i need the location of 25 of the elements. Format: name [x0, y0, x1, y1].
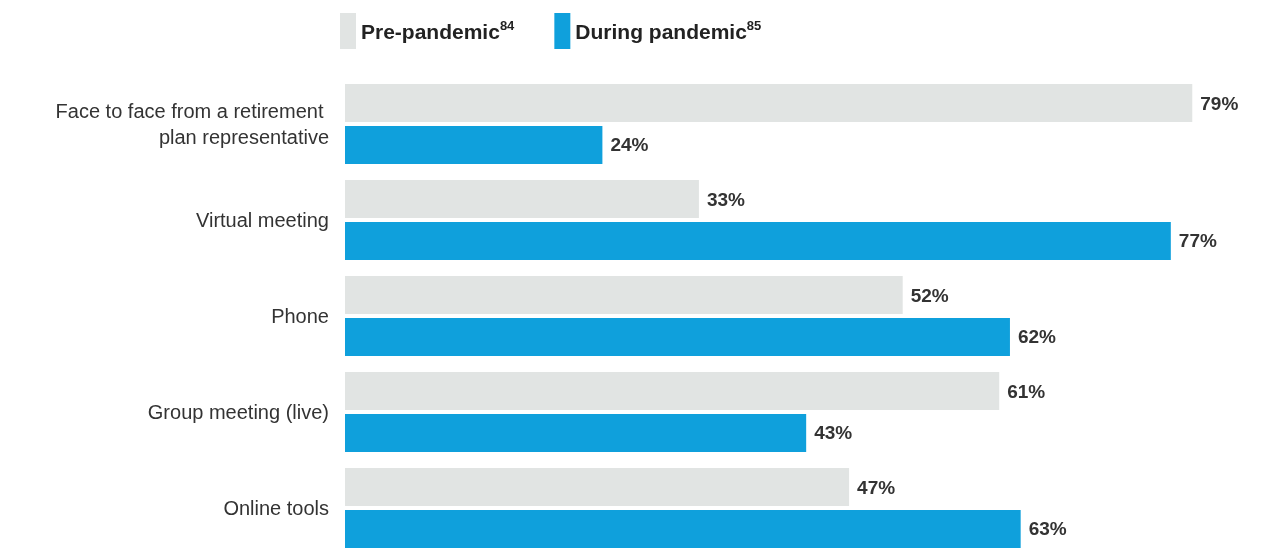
bar — [345, 413, 807, 452]
data-label: 63% — [1028, 518, 1067, 540]
data-label: 61% — [1007, 380, 1046, 402]
data-label: 62% — [1017, 326, 1057, 348]
y-tick-label: Face to face from a retirement plan representative — [55, 100, 329, 148]
bar — [345, 317, 1010, 356]
data-label: 33% — [706, 188, 746, 210]
y-tick-label: Virtual meeting — [195, 209, 329, 231]
bar — [345, 372, 1000, 411]
bar — [345, 180, 699, 219]
bar — [345, 125, 603, 164]
bar — [345, 221, 1171, 260]
bar — [345, 276, 903, 315]
data-label: 77% — [1178, 230, 1217, 252]
y-tick-label: Phone — [271, 305, 329, 327]
data-label: 47% — [857, 476, 896, 498]
data-label: 52% — [910, 284, 949, 306]
bar — [345, 509, 1021, 548]
bar — [345, 468, 850, 507]
data-label: 43% — [814, 422, 853, 444]
data-label: 79% — [1200, 92, 1239, 114]
bar — [345, 84, 1193, 123]
data-label: 24% — [610, 134, 649, 156]
y-tick-label: Online tools — [223, 497, 329, 519]
y-tick-label: Group meeting (live) — [147, 401, 329, 423]
